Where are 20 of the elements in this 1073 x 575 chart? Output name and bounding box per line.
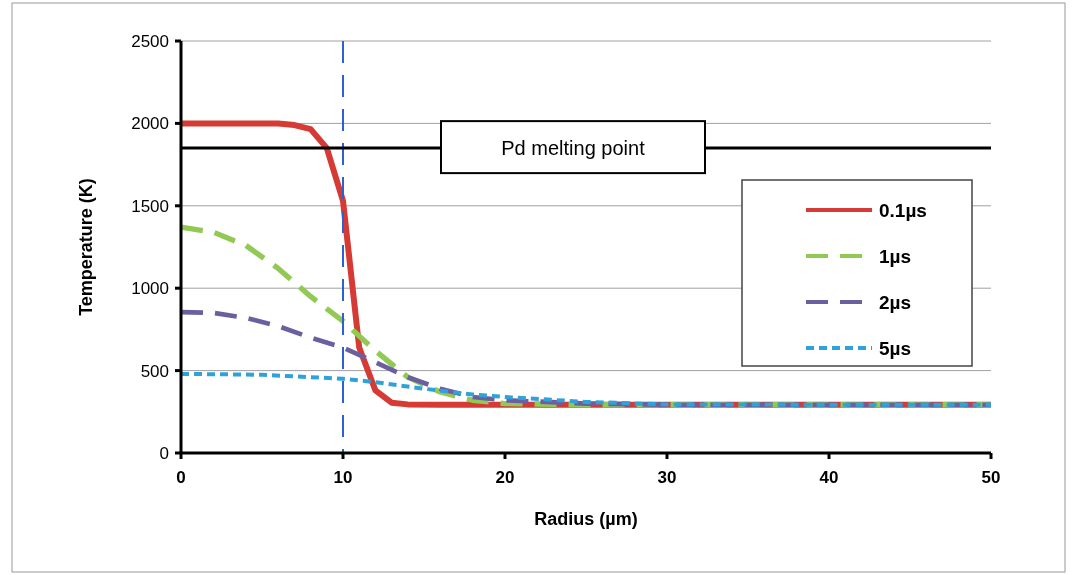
y-tick-label: 0 [159, 444, 169, 463]
x-tick-label: 0 [176, 468, 186, 487]
y-tick-label: 500 [140, 361, 169, 381]
x-tick-label: 50 [981, 468, 1001, 487]
y-tick-label: 1000 [131, 279, 169, 299]
y-tick-label: 1500 [131, 196, 169, 216]
callout-box: Pd melting point [440, 120, 706, 175]
legend-label: 2µs [879, 292, 912, 313]
legend-label: 1µs [879, 246, 912, 267]
y-axis-title: Temperature (K) [76, 178, 96, 316]
x-axis-title: Radius (µm) [534, 509, 638, 529]
legend-label: 0.1µs [879, 200, 927, 221]
ref-line-label: Pd melting point [501, 137, 646, 160]
y-tick-label: 2000 [131, 114, 169, 134]
x-tick-label: 10 [333, 468, 353, 487]
legend-label: 5µs [879, 338, 912, 359]
x-tick-label: 30 [657, 468, 677, 487]
x-tick-label: 40 [819, 468, 839, 487]
y-tick-label: 2500 [131, 32, 169, 51]
x-tick-label: 20 [495, 468, 515, 487]
